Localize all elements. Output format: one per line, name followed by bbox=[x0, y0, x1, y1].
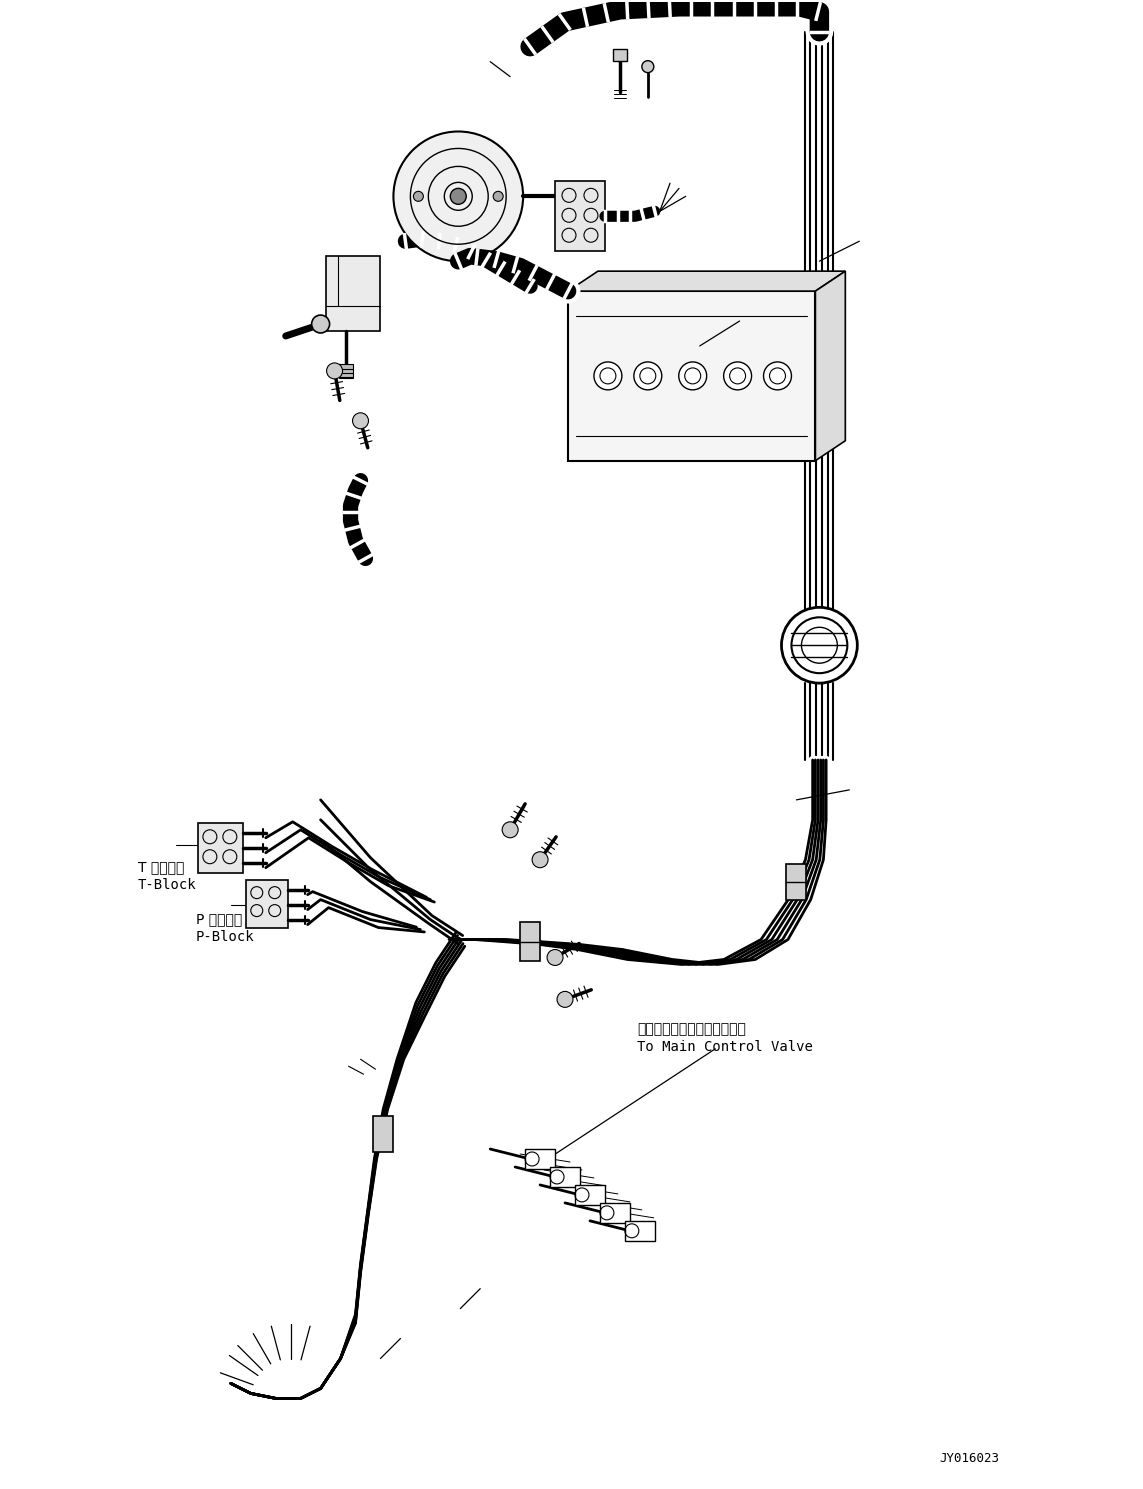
FancyBboxPatch shape bbox=[625, 1221, 655, 1240]
Circle shape bbox=[450, 188, 466, 204]
Polygon shape bbox=[815, 271, 846, 460]
FancyBboxPatch shape bbox=[520, 922, 541, 962]
FancyBboxPatch shape bbox=[338, 363, 352, 378]
Circle shape bbox=[634, 362, 662, 390]
Text: メインコントロールバルブへ: メインコントロールバルブへ bbox=[637, 1023, 745, 1036]
FancyBboxPatch shape bbox=[600, 1203, 630, 1222]
FancyBboxPatch shape bbox=[786, 864, 807, 899]
Text: T-Block: T-Block bbox=[138, 877, 197, 892]
Circle shape bbox=[502, 822, 518, 838]
Text: To Main Control Valve: To Main Control Valve bbox=[637, 1041, 813, 1054]
Circle shape bbox=[414, 192, 423, 201]
FancyBboxPatch shape bbox=[326, 256, 381, 331]
FancyBboxPatch shape bbox=[374, 1117, 393, 1152]
Circle shape bbox=[352, 412, 368, 429]
Circle shape bbox=[327, 363, 343, 378]
Polygon shape bbox=[568, 271, 846, 292]
Circle shape bbox=[393, 131, 523, 261]
Text: T ブロック: T ブロック bbox=[138, 861, 184, 874]
Circle shape bbox=[724, 362, 752, 390]
Circle shape bbox=[679, 362, 706, 390]
Circle shape bbox=[493, 192, 503, 201]
Circle shape bbox=[557, 992, 573, 1008]
FancyBboxPatch shape bbox=[613, 49, 626, 61]
Circle shape bbox=[782, 608, 857, 683]
Circle shape bbox=[547, 950, 563, 965]
FancyBboxPatch shape bbox=[525, 1150, 555, 1169]
Text: P-Block: P-Block bbox=[195, 929, 255, 944]
Text: JY016023: JY016023 bbox=[940, 1452, 999, 1465]
FancyBboxPatch shape bbox=[575, 1185, 605, 1205]
FancyBboxPatch shape bbox=[198, 823, 242, 873]
Circle shape bbox=[533, 852, 547, 868]
Circle shape bbox=[312, 316, 329, 334]
FancyBboxPatch shape bbox=[568, 292, 815, 460]
FancyBboxPatch shape bbox=[246, 880, 288, 928]
Text: P ブロック: P ブロック bbox=[195, 913, 242, 926]
FancyBboxPatch shape bbox=[403, 179, 513, 214]
Circle shape bbox=[642, 61, 654, 73]
Circle shape bbox=[594, 362, 622, 390]
FancyBboxPatch shape bbox=[555, 182, 605, 252]
FancyBboxPatch shape bbox=[550, 1167, 580, 1187]
Circle shape bbox=[764, 362, 791, 390]
